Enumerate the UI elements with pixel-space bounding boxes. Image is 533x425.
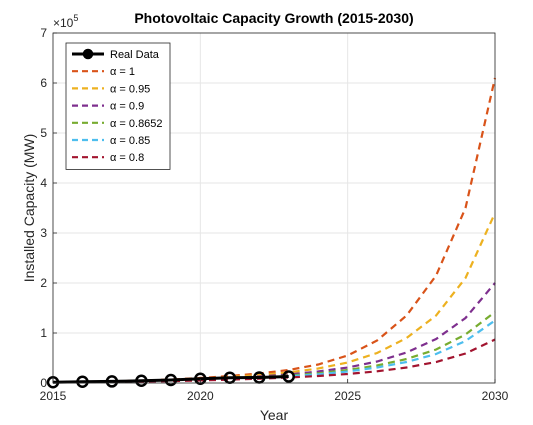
y-tick-label: 4 [40, 176, 47, 190]
legend-label: α = 0.9 [110, 101, 144, 113]
y-tick-label: 2 [40, 276, 47, 290]
real-data-point [164, 373, 178, 387]
y-tick-label: 5 [40, 126, 47, 140]
y-axis-exponent-base: ×10 [53, 16, 74, 30]
legend-label: α = 0.85 [110, 135, 150, 147]
y-tick-label: 6 [40, 76, 47, 90]
real-data-point [76, 375, 89, 388]
real-data-line [52, 375, 289, 384]
plot-border [52, 32, 496, 384]
x-axis-label: Year [260, 407, 289, 423]
legend-label: α = 0.95 [110, 83, 150, 95]
y-axis-label: Installed Capacity (MW) [21, 134, 37, 283]
y-tick-label: 7 [40, 26, 47, 40]
y-tick-label: 3 [40, 226, 47, 240]
legend-label: α = 0.8652 [110, 118, 163, 130]
y-tick-label: 0 [40, 376, 47, 390]
real-data-point [253, 371, 266, 384]
axes: 2015 2020 2025 2030 0 1 2 3 4 5 6 7 [40, 26, 509, 403]
x-tick-label: 2025 [334, 389, 361, 403]
x-tick-label: 2030 [482, 389, 509, 403]
x-tick-label: 2015 [40, 389, 67, 403]
y-axis-exponent-power: 5 [73, 13, 78, 23]
y-tick-label: 1 [40, 326, 47, 340]
legend-label: α = 1 [110, 66, 135, 78]
chart-title: Photovoltaic Capacity Growth (2015-2030) [134, 10, 413, 26]
real-data-point [194, 372, 207, 385]
legend: Real Data α = 1 α = 0.95 α = 0.9 α = 0.8652 α… [65, 42, 171, 170]
real-data-point [135, 374, 148, 387]
x-tick-label: 2020 [187, 389, 214, 403]
legend-label: α = 0.8 [110, 152, 144, 164]
real-data-point [105, 375, 119, 388]
legend-label: Real Data [110, 49, 160, 61]
real-data-point [282, 370, 295, 383]
legend-marker-real-data [82, 48, 94, 60]
y-axis-exponent: ×105 [53, 13, 78, 30]
